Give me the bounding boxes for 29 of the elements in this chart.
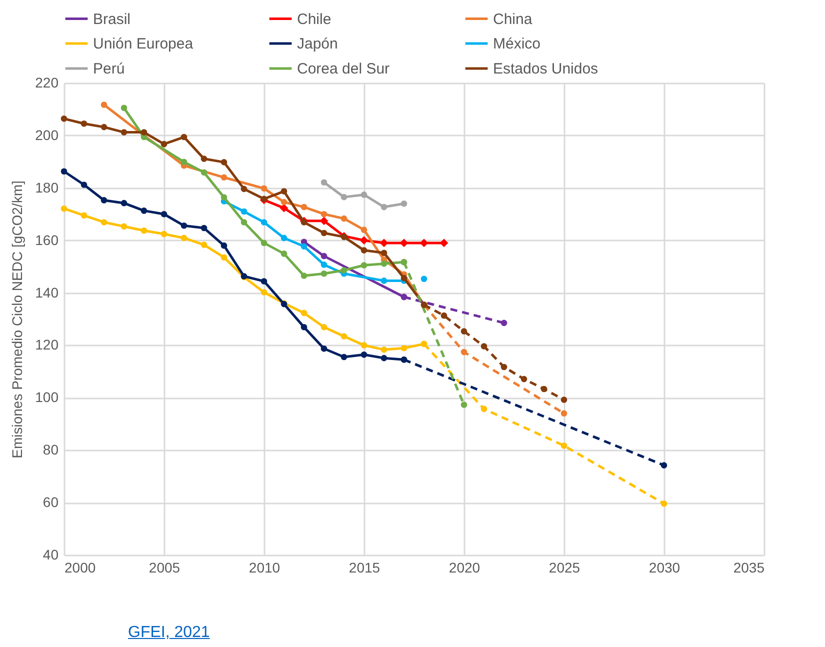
text: GFEI, 2021: [128, 624, 210, 642]
y-tick-label: 60: [42, 494, 59, 510]
legend-label: Brasil: [93, 10, 131, 28]
x-tick-label: 2000: [64, 560, 96, 576]
legend-label: Corea del Sur: [297, 60, 390, 78]
legend-label: Estados Unidos: [493, 60, 598, 78]
y-tick-label: 160: [35, 232, 59, 248]
y-tick-label: 200: [35, 126, 59, 143]
y-axis-title: Emisiones Promedio Ciclo NEDC [gCO2/km]: [9, 180, 26, 458]
y-tick-label: 100: [35, 389, 59, 406]
x-tick-label: 2025: [548, 560, 580, 576]
y-tick-label: 140: [35, 284, 59, 300]
legend-label: Unión Europea: [93, 36, 194, 52]
x-tick-label: 2035: [733, 560, 765, 576]
y-tick-label: 120: [35, 336, 59, 353]
legend-label: México: [493, 36, 541, 52]
y-tick-label: 220: [35, 74, 59, 90]
y-tick-label: 40: [42, 546, 59, 562]
legend-label: Chile: [297, 10, 332, 28]
x-tick-label: 2020: [448, 560, 480, 576]
x-tick-label: 2015: [348, 560, 380, 576]
x-tick-label: 2030: [648, 560, 680, 576]
y-tick-label: 180: [35, 179, 59, 196]
legend-label: Japón: [297, 36, 338, 52]
y-tick-label: 80: [42, 442, 59, 458]
legend-label: China: [493, 10, 533, 28]
x-tick-label: 2005: [148, 560, 180, 576]
legend-label: Perú: [93, 60, 125, 78]
x-tick-label: 2010: [248, 560, 280, 576]
